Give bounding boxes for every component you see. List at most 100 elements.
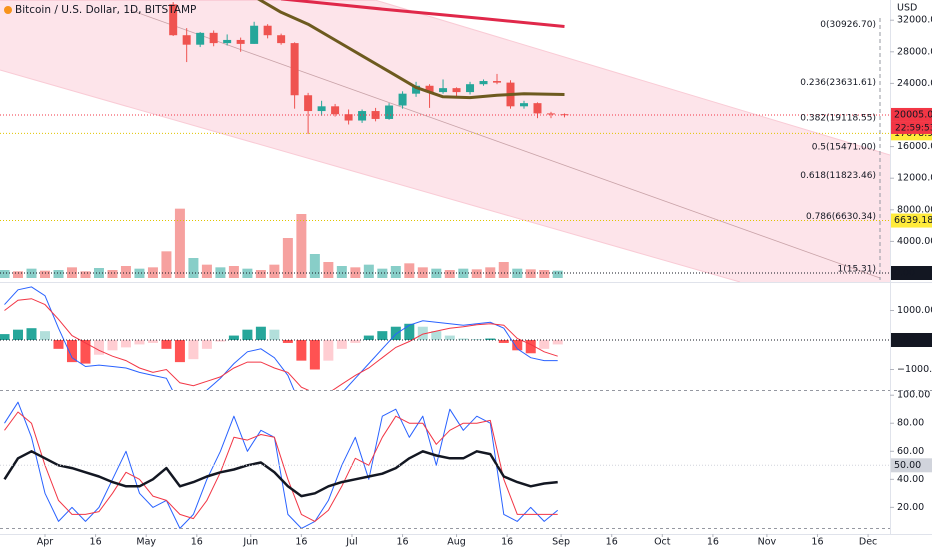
x-tick-label: Nov (758, 537, 777, 548)
x-tick-label: 16 (606, 537, 618, 548)
price-marker (891, 332, 932, 347)
volume-bar (93, 268, 104, 278)
volume-bar (431, 268, 442, 278)
candle-body (169, 4, 178, 36)
y-tick-label: −1000.00 (897, 364, 932, 375)
histogram-bar (93, 339, 104, 355)
histogram-bar (350, 339, 361, 343)
histogram-bar (39, 331, 50, 340)
histogram-bar (377, 331, 388, 340)
indicator-line (3, 450, 558, 498)
macd-pane (0, 286, 890, 390)
histogram-bar (120, 339, 131, 348)
volume-bar (26, 268, 37, 278)
x-tick-label: 16 (295, 537, 307, 548)
y-tick-label: 32000.00 (897, 15, 932, 26)
price-marker-label: 0.00 (894, 334, 915, 345)
y-tick-label: 1000.00 (897, 305, 932, 316)
price-marker-label: 6639.18 (894, 215, 932, 226)
moving-average (257, 0, 565, 100)
stoch-pane (0, 401, 890, 529)
price-marker (891, 266, 932, 281)
histogram-bar (26, 328, 37, 340)
x-tick-label: 16 (90, 537, 102, 548)
x-tick-label: Aug (447, 537, 466, 548)
volume-bar (66, 267, 77, 278)
histogram-bar (323, 339, 334, 361)
volume-bar (458, 268, 469, 278)
x-tick-label: Sep (552, 537, 570, 548)
volume-bar (53, 270, 64, 278)
volume-bar (147, 267, 158, 278)
volume-bar (512, 268, 523, 278)
volume-bar (552, 270, 563, 278)
moving-average (280, 0, 565, 28)
fib-level-label: 0.786(6630.34) (806, 212, 876, 222)
volume-bar (134, 268, 145, 278)
price-marker-label: 50.00 (894, 460, 921, 471)
fib-level-label: 0(30926.70) (820, 20, 876, 30)
volume-bar (282, 238, 293, 278)
y-tick-label: 100.00 (897, 390, 930, 401)
volume-bar (471, 269, 482, 278)
histogram-bar (417, 326, 428, 340)
histogram-bar (13, 329, 24, 340)
volume-bar (525, 269, 536, 278)
fib-level-label: 1(15.31) (837, 264, 876, 274)
candle-body (290, 43, 299, 96)
histogram-bar (201, 339, 212, 349)
volume-bar (309, 254, 320, 278)
channel-fill (0, 0, 890, 282)
histogram-bar (269, 329, 280, 340)
histogram-bar (390, 326, 401, 340)
countdown: 22:59:53 (895, 123, 932, 133)
candle-body (412, 85, 421, 94)
histogram-bar (147, 339, 158, 343)
candle-body (520, 103, 529, 107)
histogram-bar (188, 339, 199, 360)
volume-bar (269, 264, 280, 278)
countdown-box (891, 121, 932, 134)
x-tick-label: Oct (654, 537, 671, 548)
volume-bar (80, 271, 91, 278)
x-tick-label: Jul (345, 537, 357, 548)
candle-body (466, 84, 475, 93)
y-tick-label: 8000.00 (897, 204, 932, 215)
candle-body (250, 25, 259, 44)
histogram-bar (404, 323, 415, 340)
indicator-line (4, 411, 558, 522)
fib-level-label: 0.236(23631.61) (800, 78, 876, 88)
fib-level-label: 0.5(15471.00) (812, 142, 876, 152)
histogram-bar (431, 331, 442, 340)
x-tick-label: Jun (242, 537, 258, 548)
candle-body (196, 32, 205, 45)
volume-bar (444, 270, 455, 278)
volume-bar (485, 267, 496, 278)
x-tick-label: 16 (501, 537, 513, 548)
histogram-bar (80, 339, 91, 364)
histogram-bar (134, 339, 145, 345)
candle-body (358, 111, 367, 121)
y-tick-label: 24000.00 (897, 78, 932, 89)
volume-bar (39, 270, 50, 278)
histogram-bar (336, 339, 347, 349)
histogram-bar (0, 334, 10, 340)
candle-body (439, 88, 448, 93)
channel-edge (0, 69, 741, 282)
y-tick-label: 80.00 (897, 418, 924, 429)
fib-level-label: 0.382(19118.55) (800, 113, 876, 123)
volume-bar (161, 251, 172, 278)
histogram-bar (282, 339, 293, 343)
histogram-bar (66, 339, 77, 363)
y-tick-label: 60.00 (897, 446, 924, 457)
candle-body (209, 32, 218, 44)
x-tick-label: 16 (397, 537, 409, 548)
histogram-bar (296, 339, 307, 361)
indicator-line (4, 298, 558, 390)
volume-bar (363, 264, 374, 278)
y-tick-label: 4000.00 (897, 236, 932, 247)
histogram-bar (498, 339, 509, 343)
histogram-bar (255, 326, 266, 340)
histogram-bar (539, 339, 550, 349)
